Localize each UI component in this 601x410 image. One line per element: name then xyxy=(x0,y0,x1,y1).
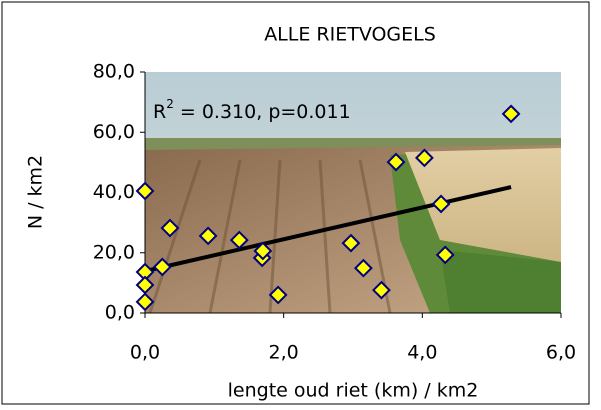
point xyxy=(414,148,434,168)
y-tick-label: 0,0 xyxy=(105,302,135,324)
x-tick-label: 2,0 xyxy=(269,342,299,364)
y-tick-label: 60,0 xyxy=(93,121,135,143)
y-tick-label: 40,0 xyxy=(93,181,135,203)
point xyxy=(353,258,373,278)
y-axis-label: N / km2 xyxy=(25,155,47,229)
point xyxy=(435,245,455,265)
point xyxy=(160,218,180,238)
y-tick-label: 80,0 xyxy=(93,61,135,83)
annotation-sup: 2 xyxy=(166,97,174,111)
x-tick-label: 6,0 xyxy=(546,342,576,364)
point xyxy=(431,194,451,214)
point xyxy=(135,292,155,312)
y-tick-label: 20,0 xyxy=(93,241,135,263)
point xyxy=(501,104,521,124)
point xyxy=(135,181,155,201)
x-tick-label: 4,0 xyxy=(407,342,437,364)
point xyxy=(386,152,406,172)
x-axis-label: lengte oud riet (km) / km2 xyxy=(228,380,479,402)
annotation-base: R xyxy=(153,101,166,123)
point xyxy=(152,257,172,277)
trendline xyxy=(144,185,512,274)
point xyxy=(198,226,218,246)
point xyxy=(229,230,249,250)
x-tick-label: 0,0 xyxy=(130,342,160,364)
point xyxy=(253,241,273,261)
photo-background xyxy=(145,72,561,313)
point xyxy=(268,285,288,305)
annotation-rest: = 0.310, p=0.011 xyxy=(174,101,351,123)
chart-title: ALLE RIETVOGELS xyxy=(264,24,436,46)
annotation: R2 = 0.310, p=0.011 xyxy=(153,97,351,123)
point xyxy=(341,233,361,253)
point xyxy=(372,280,391,300)
